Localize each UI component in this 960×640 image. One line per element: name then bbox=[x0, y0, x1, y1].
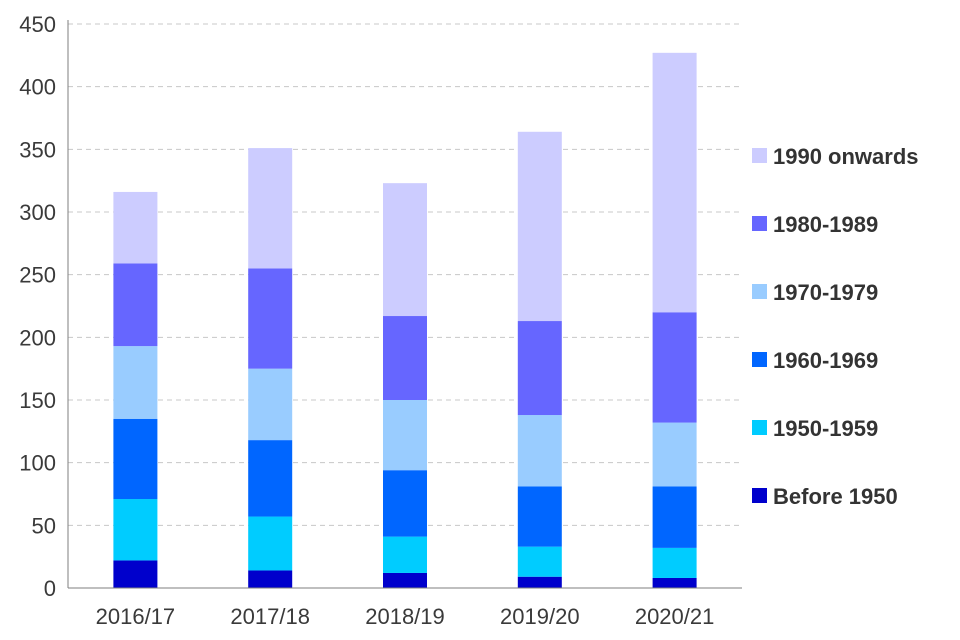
bar-segment bbox=[652, 547, 697, 578]
legend-swatch bbox=[752, 284, 767, 299]
x-tick-label: 2019/20 bbox=[500, 604, 580, 629]
legend-label: 1970-1979 bbox=[773, 280, 878, 305]
bar-segment bbox=[113, 346, 158, 419]
bar-segment bbox=[248, 516, 293, 571]
y-tick-label: 50 bbox=[32, 513, 56, 538]
bar-segment bbox=[517, 576, 562, 588]
legend-label: 1960-1969 bbox=[773, 348, 878, 373]
bar-segment bbox=[383, 316, 427, 400]
bar-segment bbox=[383, 470, 427, 537]
bar-segment bbox=[248, 570, 293, 588]
y-tick-label: 300 bbox=[19, 200, 56, 225]
bar-segment bbox=[248, 148, 293, 269]
x-tick-label: 2018/19 bbox=[365, 604, 445, 629]
x-tick-labels: 2016/17 2017/18 2018/19 2019/20 2020/21 bbox=[96, 604, 715, 629]
y-tick-labels: 0 50 100 150 200 250 300 350 400 450 bbox=[19, 12, 56, 601]
bar-segment bbox=[652, 52, 697, 313]
bar-segment bbox=[517, 546, 562, 577]
bar-segment bbox=[652, 486, 697, 548]
bar-segment bbox=[652, 577, 697, 588]
bar-segment bbox=[113, 263, 158, 347]
y-tick-label: 250 bbox=[19, 263, 56, 288]
y-tick-label: 350 bbox=[19, 137, 56, 162]
y-tick-label: 450 bbox=[19, 12, 56, 37]
bar-segment bbox=[248, 440, 293, 517]
bar-segment bbox=[652, 312, 697, 423]
x-tick-label: 2016/17 bbox=[96, 604, 176, 629]
legend-swatch bbox=[752, 488, 767, 503]
axes bbox=[67, 20, 742, 589]
bar-segment bbox=[113, 191, 158, 264]
bar-segment bbox=[113, 499, 158, 561]
legend-swatch bbox=[752, 352, 767, 367]
legend-swatch bbox=[752, 420, 767, 435]
bar-segment bbox=[383, 572, 427, 588]
bar-segment bbox=[113, 418, 158, 500]
bar-segment bbox=[383, 183, 427, 317]
bar-segment bbox=[113, 560, 158, 588]
legend-label: Before 1950 bbox=[773, 484, 898, 509]
legend: 1990 onwards 1980-1989 1970-1979 1960-1969 1… bbox=[752, 144, 919, 509]
y-tick-label: 0 bbox=[44, 576, 56, 601]
bar-segment bbox=[517, 321, 562, 416]
bar-segment bbox=[517, 131, 562, 322]
x-tick-label: 2017/18 bbox=[230, 604, 310, 629]
bar-segment bbox=[248, 368, 293, 441]
y-tick-label: 200 bbox=[19, 325, 56, 350]
y-tick-label: 100 bbox=[19, 451, 56, 476]
bar-segment bbox=[248, 268, 293, 369]
legend-swatch bbox=[752, 148, 767, 163]
legend-label: 1980-1989 bbox=[773, 212, 878, 237]
bar-segment bbox=[652, 422, 697, 487]
bar-segment bbox=[383, 536, 427, 573]
legend-label: 1950-1959 bbox=[773, 416, 878, 441]
bar-segment bbox=[383, 400, 427, 471]
legend-label: 1990 onwards bbox=[773, 144, 919, 169]
legend-swatch bbox=[752, 216, 767, 231]
y-tick-label: 150 bbox=[19, 388, 56, 413]
bar-segment bbox=[517, 415, 562, 487]
y-tick-label: 400 bbox=[19, 75, 56, 100]
bar-segment bbox=[517, 486, 562, 547]
bars bbox=[113, 52, 697, 588]
x-tick-label: 2020/21 bbox=[635, 604, 715, 629]
